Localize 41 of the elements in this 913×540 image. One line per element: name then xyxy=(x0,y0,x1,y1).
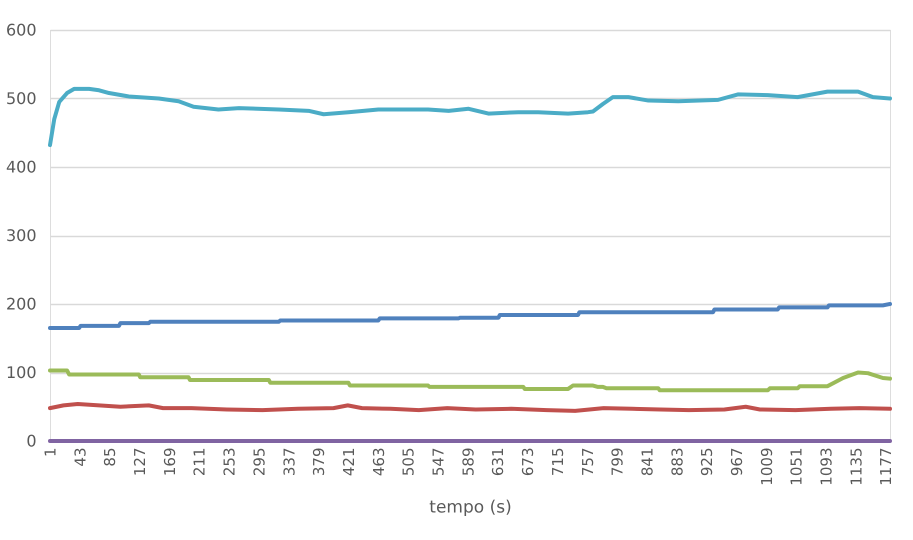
y-tick-label: 200 xyxy=(6,294,36,314)
x-tick-label: 925 xyxy=(698,448,716,476)
x-axis-title: tempo (s) xyxy=(429,498,512,518)
x-tick-label: 715 xyxy=(548,448,567,476)
x-tick-label: 211 xyxy=(190,448,209,476)
y-tick-label: 500 xyxy=(6,89,36,108)
x-tick-label: 337 xyxy=(280,448,298,476)
x-tick-label: 967 xyxy=(728,448,746,476)
x-tick-label: 169 xyxy=(160,448,179,476)
x-tick-label: 295 xyxy=(250,448,268,476)
x-tick-label: 1135 xyxy=(847,448,866,486)
x-tick-label: 1009 xyxy=(758,448,776,486)
x-tick-label: 1093 xyxy=(818,448,836,486)
x-tick-label: 379 xyxy=(310,448,328,476)
x-tick-label: 505 xyxy=(400,448,418,476)
x-tick-label: 85 xyxy=(101,448,120,467)
x-tick-label: 547 xyxy=(430,448,448,476)
y-tick-label: 400 xyxy=(6,158,36,176)
line-series xyxy=(48,368,892,392)
y-tick-label: 100 xyxy=(6,363,36,382)
x-tick-label: 463 xyxy=(370,448,388,476)
line-series xyxy=(48,302,892,330)
x-tick-label: 1 xyxy=(42,448,60,458)
line-series xyxy=(48,86,892,148)
x-tick-label: 757 xyxy=(578,448,597,476)
x-tick-label: 673 xyxy=(519,448,538,476)
x-tick-label: 253 xyxy=(220,448,239,476)
x-tick-label: 127 xyxy=(131,448,150,476)
y-tick-label: 600 xyxy=(6,20,36,40)
x-tick-label: 1177 xyxy=(877,448,896,486)
x-tick-label: 43 xyxy=(71,448,90,467)
y-tick-label: 0 xyxy=(26,432,36,450)
line-series xyxy=(48,402,892,413)
x-tick-label: 883 xyxy=(668,448,686,476)
x-tick-label: 421 xyxy=(340,448,358,476)
x-tick-label: 589 xyxy=(459,448,478,476)
x-tick-label: 799 xyxy=(608,448,627,476)
x-tick-label: 1051 xyxy=(788,448,806,486)
x-tick-label: 841 xyxy=(638,448,656,476)
x-tick-label: 631 xyxy=(489,448,508,476)
y-tick-label: 300 xyxy=(6,226,36,245)
